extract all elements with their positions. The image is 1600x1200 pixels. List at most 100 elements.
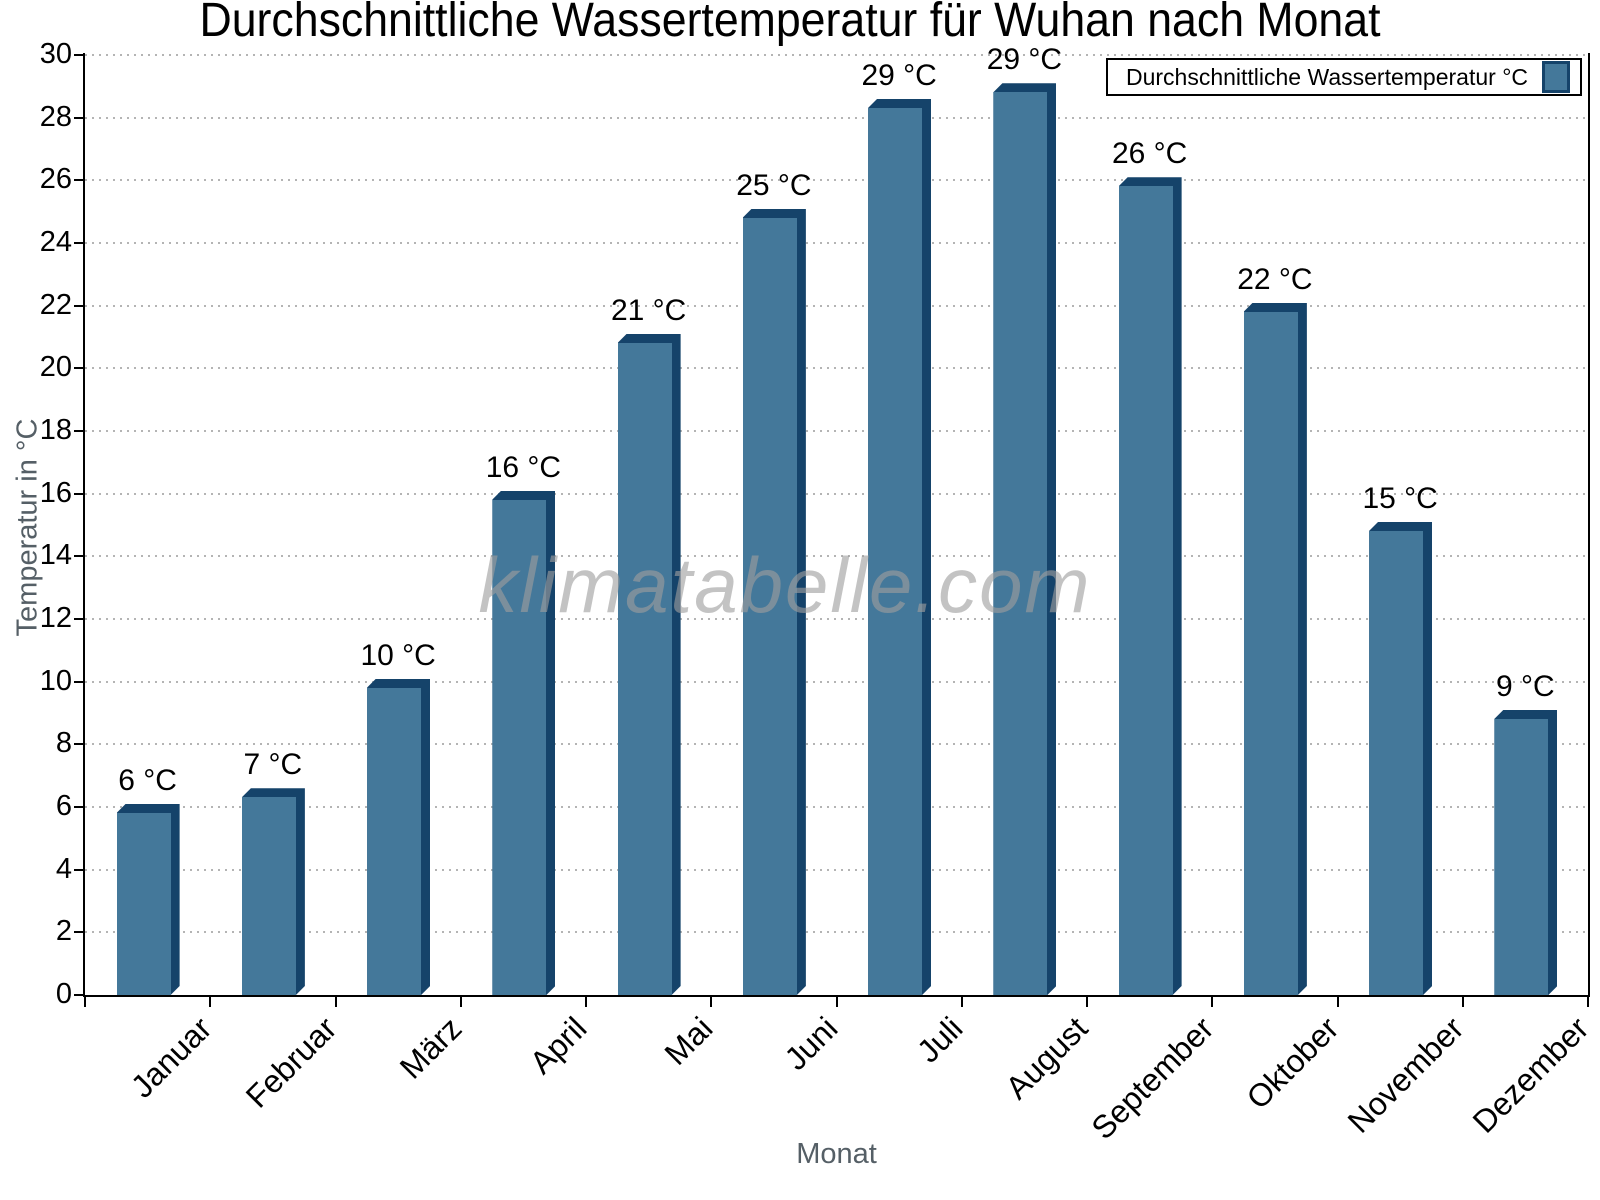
x-tick-mark bbox=[960, 997, 963, 1007]
x-tick-mark bbox=[1461, 997, 1464, 1007]
x-tick-mark bbox=[209, 997, 212, 1007]
bar bbox=[117, 804, 180, 995]
x-tick-mark bbox=[1211, 997, 1214, 1007]
y-tick-label: 22 bbox=[39, 288, 72, 321]
y-tick-label: 24 bbox=[39, 226, 72, 258]
y-tick-mark bbox=[74, 868, 83, 871]
bar bbox=[1244, 303, 1307, 995]
gridline bbox=[85, 743, 1588, 746]
x-tick-mark bbox=[1587, 997, 1589, 1007]
y-tick-label: 28 bbox=[39, 100, 72, 133]
bar-value-label: 29 °C bbox=[986, 43, 1063, 77]
x-tick-mark bbox=[835, 997, 838, 1007]
bar-face bbox=[1119, 186, 1173, 995]
x-axis-line bbox=[83, 995, 1590, 997]
bar-value-label: 29 °C bbox=[861, 58, 937, 92]
y-tick-mark bbox=[74, 931, 83, 934]
bar-face bbox=[492, 500, 546, 995]
bar bbox=[1369, 522, 1432, 995]
bar bbox=[1119, 177, 1182, 995]
bar-value-label: 16 °C bbox=[485, 450, 562, 484]
bar-value-label: 15 °C bbox=[1362, 481, 1438, 515]
y-tick-label: 2 bbox=[55, 915, 72, 948]
y-tick-label: 14 bbox=[39, 539, 72, 572]
y-tick-mark bbox=[74, 680, 83, 683]
gridline bbox=[85, 116, 1588, 119]
bar-face bbox=[367, 688, 421, 995]
bar-face bbox=[242, 797, 296, 995]
x-axis-title: Monat bbox=[796, 1138, 877, 1170]
y-axis-line bbox=[83, 53, 85, 997]
bar-face bbox=[1369, 531, 1423, 995]
y-tick-mark bbox=[74, 179, 83, 182]
y-tick-mark bbox=[74, 618, 83, 620]
gridline bbox=[85, 931, 1588, 934]
bar bbox=[367, 679, 430, 995]
y-tick-label: 26 bbox=[39, 163, 72, 196]
y-tick-label: 20 bbox=[39, 351, 72, 384]
y-tick-mark bbox=[74, 492, 83, 495]
y-tick-label: 12 bbox=[39, 602, 72, 634]
y-tick-mark bbox=[74, 555, 83, 558]
y-tick-mark bbox=[74, 116, 83, 119]
y-tick-mark bbox=[74, 367, 83, 370]
x-tick-mark bbox=[459, 997, 462, 1007]
bar bbox=[492, 491, 555, 995]
gridline bbox=[85, 367, 1588, 370]
bar-face bbox=[993, 92, 1047, 995]
gridline bbox=[85, 680, 1588, 683]
x-tick-mark bbox=[710, 997, 713, 1007]
y-tick-label: 18 bbox=[39, 414, 72, 446]
gridline bbox=[85, 555, 1588, 558]
legend-label: Durchschnittliche Wassertemperatur °C bbox=[1125, 63, 1528, 90]
y-tick-label: 30 bbox=[39, 38, 72, 70]
x-tick-mark bbox=[585, 997, 587, 1007]
bar bbox=[993, 83, 1056, 995]
bar-face bbox=[743, 218, 797, 995]
legend: Durchschnittliche Wassertemperatur °C bbox=[1105, 58, 1582, 96]
y-tick-mark bbox=[74, 743, 83, 746]
y-tick-label: 6 bbox=[55, 790, 72, 822]
bar-value-label: 22 °C bbox=[1237, 262, 1313, 296]
gridline bbox=[85, 618, 1588, 620]
y-tick-label: 0 bbox=[55, 978, 72, 1010]
y-tick-mark bbox=[74, 806, 83, 808]
x-tick-mark bbox=[1336, 997, 1339, 1007]
bar-face bbox=[1244, 312, 1298, 995]
bar-value-label: 6 °C bbox=[118, 763, 177, 797]
y-tick-mark bbox=[74, 994, 83, 996]
bar-value-label: 25 °C bbox=[736, 168, 812, 202]
y-tick-label: 4 bbox=[55, 852, 72, 885]
bar bbox=[618, 334, 681, 995]
bar bbox=[242, 788, 305, 995]
gridline bbox=[85, 304, 1588, 307]
y-tick-label: 10 bbox=[39, 664, 72, 697]
chart-title: Durchschnittliche Wassertemperatur für W… bbox=[199, 0, 1381, 47]
y-tick-label: 8 bbox=[55, 727, 72, 760]
bar-value-label: 21 °C bbox=[610, 293, 687, 327]
gridline bbox=[85, 430, 1588, 432]
bar-face bbox=[868, 108, 922, 995]
bar bbox=[868, 99, 931, 995]
bar-face bbox=[618, 343, 672, 995]
y-tick-mark bbox=[74, 54, 83, 56]
bar-face bbox=[1494, 719, 1548, 995]
bar-value-label: 9 °C bbox=[1496, 669, 1555, 703]
bar-value-label: 7 °C bbox=[243, 748, 303, 782]
bar-value-label: 10 °C bbox=[360, 638, 436, 672]
gridline bbox=[85, 806, 1588, 808]
x-tick-mark bbox=[1086, 997, 1088, 1007]
y-tick-mark bbox=[74, 242, 83, 244]
gridline bbox=[85, 868, 1588, 871]
legend-swatch-icon bbox=[1542, 61, 1570, 93]
bar bbox=[743, 209, 806, 995]
bar-value-label: 26 °C bbox=[1111, 137, 1188, 171]
gridline bbox=[85, 54, 1588, 56]
x-tick-mark bbox=[84, 997, 86, 1007]
bar-face bbox=[117, 813, 171, 995]
gridline bbox=[85, 242, 1588, 244]
y-tick-mark bbox=[74, 304, 83, 307]
gridline bbox=[85, 179, 1588, 182]
plot-right-border bbox=[1588, 53, 1590, 997]
